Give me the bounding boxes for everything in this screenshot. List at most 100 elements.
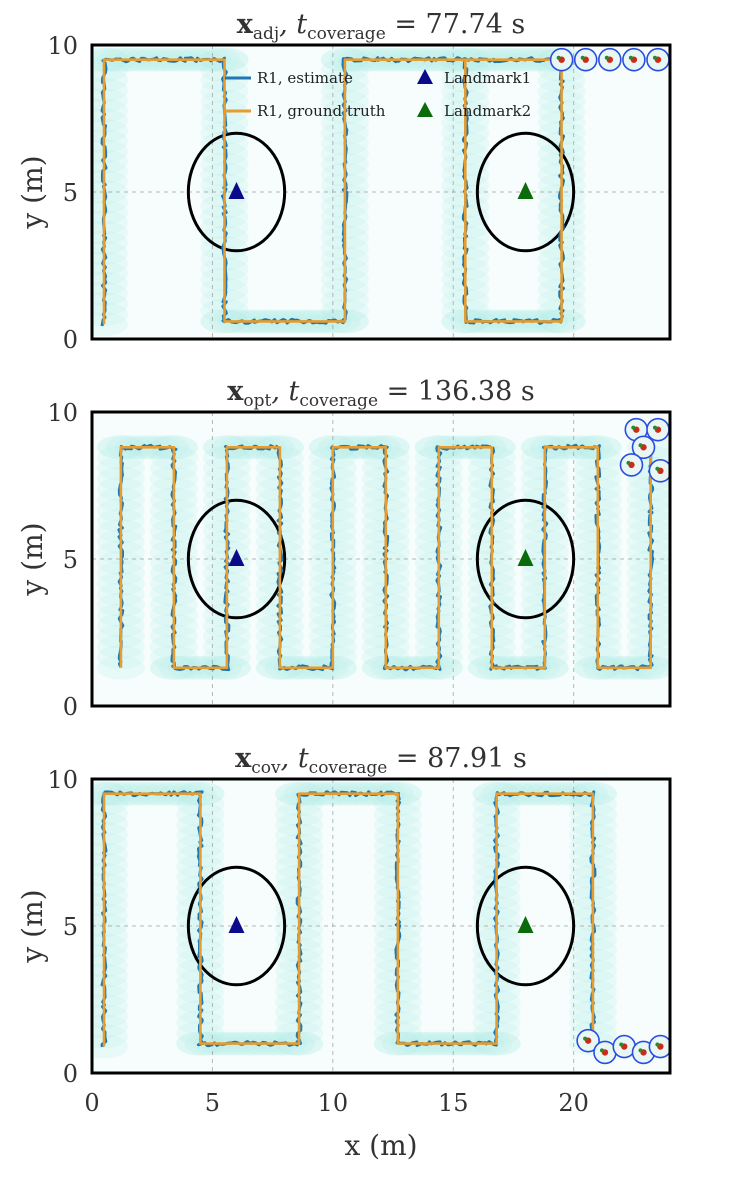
coverage-disc	[92, 832, 129, 857]
legend-swatch-triangle	[417, 69, 433, 84]
robot-mark	[604, 55, 609, 60]
legend-label: Landmark2	[444, 102, 531, 120]
coverage-disc	[626, 592, 670, 617]
title-t: , t	[281, 743, 309, 774]
landmark-1-range-circle	[186, 131, 287, 253]
title-coverage-sub: coverage	[307, 24, 386, 44]
coverage-disc	[92, 210, 129, 235]
coverage-disc	[92, 78, 129, 103]
robot-4	[622, 47, 646, 72]
y-axis-label: y (m)	[16, 155, 49, 229]
coverage-disc	[92, 139, 129, 164]
y-tick-label: 5	[63, 546, 78, 574]
legend: R1, estimate R1, ground truth Landmark1 Lan…	[225, 69, 531, 120]
coverage-disc	[92, 983, 129, 1008]
coverage-disc	[92, 1014, 129, 1039]
x-tick-label: 5	[205, 1089, 220, 1117]
coverage-disc	[626, 529, 670, 554]
landmark-2-range-circle	[475, 865, 576, 987]
plot-frame	[90, 777, 672, 1075]
coverage-disc	[626, 582, 670, 607]
coverage-disc	[626, 561, 670, 586]
robot-mark	[619, 1042, 624, 1047]
plot-frame	[90, 43, 672, 341]
series-ground-truth	[119, 446, 652, 670]
panel-2: xopt, tcoverage = 136.38 s 0 5 10 y (m)	[16, 376, 672, 721]
coverage-disc	[92, 882, 129, 907]
landmark-2-range-circle	[475, 498, 576, 620]
robot-mark	[556, 55, 561, 60]
robot-mark	[626, 460, 631, 465]
title-value: = 87.91 s	[387, 743, 527, 774]
x-tick-label: 0	[84, 1089, 99, 1117]
coverage-disc	[92, 190, 129, 215]
x-axis-label: x (m)	[344, 1129, 417, 1162]
robot-1	[576, 1028, 600, 1053]
y-tick-label: 0	[63, 1060, 78, 1088]
coverage-disc	[92, 903, 129, 928]
coverage-footprint	[92, 781, 617, 1059]
plot-area	[92, 45, 670, 339]
robot-mark	[638, 1048, 643, 1053]
landmark-2-marker	[517, 182, 534, 199]
panel-title: xcov, tcoverage = 87.91 s	[235, 743, 527, 778]
coverage-disc	[92, 913, 129, 938]
landmark-2-range-circle	[475, 131, 576, 253]
coverage-disc	[92, 271, 129, 296]
plot-area	[92, 412, 670, 706]
coverage-disc	[92, 822, 129, 847]
coverage-disc	[92, 57, 129, 82]
panel-1: xadj, tcoverage = 77.74 s 0 5 10 y (m) R1, es…	[16, 9, 672, 354]
coverage-disc	[92, 862, 129, 887]
legend-entry: R1, ground truth	[225, 102, 386, 120]
coverage-disc	[92, 963, 129, 988]
coverage-disc	[626, 634, 670, 659]
title-subscript: cov	[251, 758, 281, 778]
landmark-2-marker	[517, 549, 534, 566]
robot-2	[593, 1040, 617, 1065]
series-ground-truth	[102, 792, 595, 1047]
coverage-disc	[92, 261, 129, 286]
coverage-disc	[92, 852, 129, 877]
robot-4	[619, 453, 644, 477]
robot-3	[631, 435, 656, 460]
robot-mark	[631, 425, 636, 430]
coverage-disc	[92, 1024, 129, 1049]
coverage-disc	[92, 953, 129, 978]
coverage-disc	[92, 933, 129, 958]
coverage-disc	[92, 149, 129, 174]
robot-3	[597, 47, 622, 72]
y-tick-label: 0	[63, 693, 78, 721]
title-t: , t	[279, 9, 307, 40]
panel-title: xadj, tcoverage = 77.74 s	[237, 9, 526, 44]
title-main: x	[227, 376, 244, 407]
coverage-disc	[92, 1034, 129, 1059]
coverage-disc	[92, 251, 129, 276]
coverage-disc	[92, 291, 129, 316]
title-subscript: opt	[243, 391, 271, 411]
landmark-2-marker	[517, 916, 534, 933]
title-main: x	[235, 743, 252, 774]
panel-title: xopt, tcoverage = 136.38 s	[227, 376, 534, 411]
title-main: x	[237, 9, 254, 40]
title-value: = 136.38 s	[378, 376, 535, 407]
coverage-disc	[626, 624, 670, 649]
title-subscript: adj	[253, 24, 279, 44]
robot-5	[648, 459, 670, 483]
coverage-disc	[92, 973, 129, 998]
coverage-disc	[626, 477, 670, 502]
robot-mark	[628, 55, 633, 60]
legend-entry: R1, estimate	[225, 69, 353, 87]
title-coverage-sub: coverage	[299, 391, 378, 411]
y-tick-label: 10	[47, 32, 78, 60]
robot-mark	[655, 466, 660, 471]
y-axis-label: y (m)	[16, 889, 49, 963]
legend-label: R1, estimate	[257, 69, 353, 87]
title-coverage-sub: coverage	[309, 758, 388, 778]
plot-area	[92, 779, 670, 1073]
coverage-disc	[92, 892, 129, 917]
landmark-1-marker	[228, 916, 245, 933]
coverage-disc	[92, 220, 129, 245]
